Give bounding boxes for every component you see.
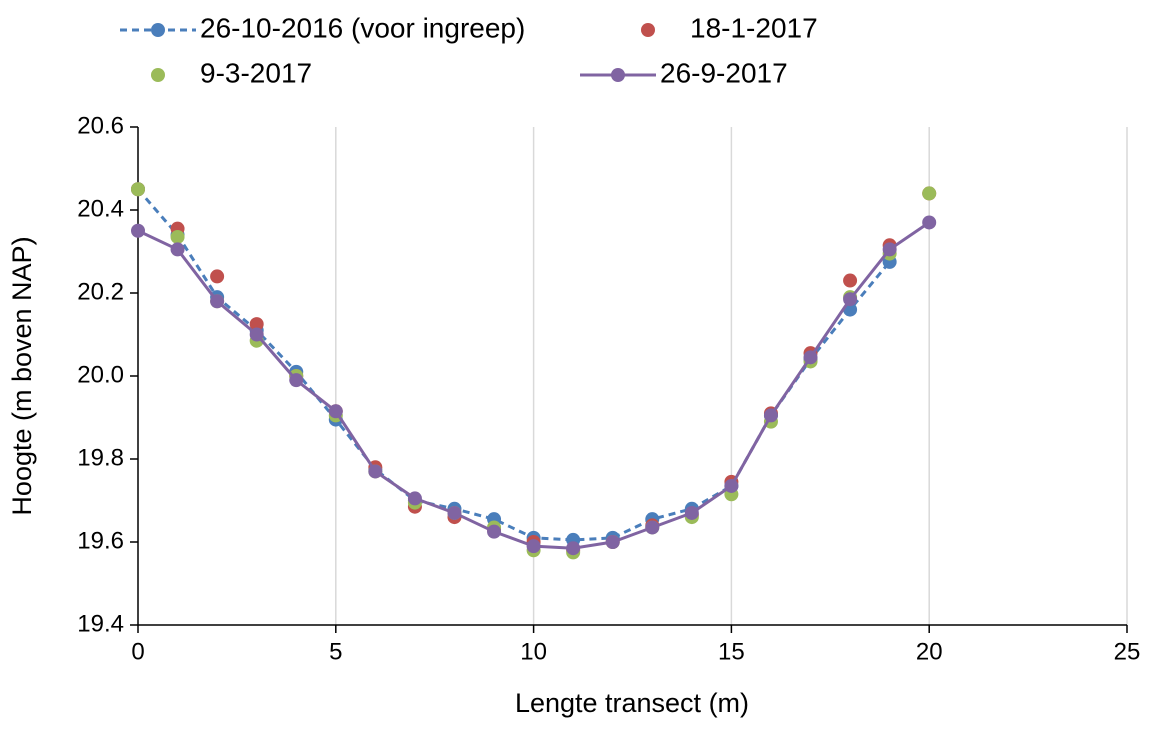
x-tick-label: 5 (329, 638, 342, 665)
data-point (526, 539, 541, 554)
data-point (882, 242, 897, 257)
data-point (249, 317, 264, 332)
data-point (724, 478, 739, 493)
series-line (136, 188, 891, 542)
data-point (922, 186, 937, 201)
x-tick-label: 25 (1114, 638, 1141, 665)
y-tick-label: 20.6 (77, 112, 124, 139)
data-point (210, 269, 225, 284)
data-point (407, 491, 422, 506)
data-point (566, 541, 581, 556)
data-point (763, 408, 778, 423)
data-point (328, 404, 343, 419)
data-point (843, 292, 858, 307)
y-tick-label: 19.6 (77, 527, 124, 554)
legend-label: 26-10-2016 (voor ingreep) (200, 12, 525, 43)
y-axis-title: Hoogte (m boven NAP) (7, 236, 37, 515)
legend-marker (151, 68, 165, 82)
data-point (170, 242, 185, 257)
y-tick-label: 20.0 (77, 361, 124, 388)
y-tick-label: 20.4 (77, 195, 124, 222)
y-tick-label: 19.4 (77, 610, 124, 637)
data-point (131, 223, 145, 238)
x-tick-label: 0 (131, 638, 144, 665)
data-point (803, 350, 818, 365)
legend-label: 18-1-2017 (690, 12, 818, 43)
data-point (249, 327, 264, 342)
data-point (447, 505, 462, 520)
data-point (210, 294, 225, 309)
legend-label: 26-9-2017 (660, 57, 788, 88)
data-point (368, 464, 383, 479)
data-point (289, 373, 304, 388)
x-axis-title: Lengte transect (m) (515, 688, 749, 718)
data-point (684, 505, 699, 520)
legend-marker (151, 23, 165, 37)
data-point (131, 182, 145, 197)
legend-label: 9-3-2017 (200, 57, 312, 88)
legend-marker (611, 68, 625, 82)
legend-marker (641, 23, 655, 37)
data-point (645, 520, 660, 535)
data-point (843, 273, 858, 288)
data-point (605, 535, 620, 549)
x-tick-label: 15 (718, 638, 745, 665)
y-tick-label: 19.8 (77, 444, 124, 471)
data-point (487, 524, 502, 539)
data-point (170, 229, 185, 244)
x-tick-label: 10 (520, 638, 547, 665)
x-tick-label: 20 (916, 638, 943, 665)
data-point (922, 215, 937, 230)
y-tick-label: 20.2 (77, 278, 124, 305)
